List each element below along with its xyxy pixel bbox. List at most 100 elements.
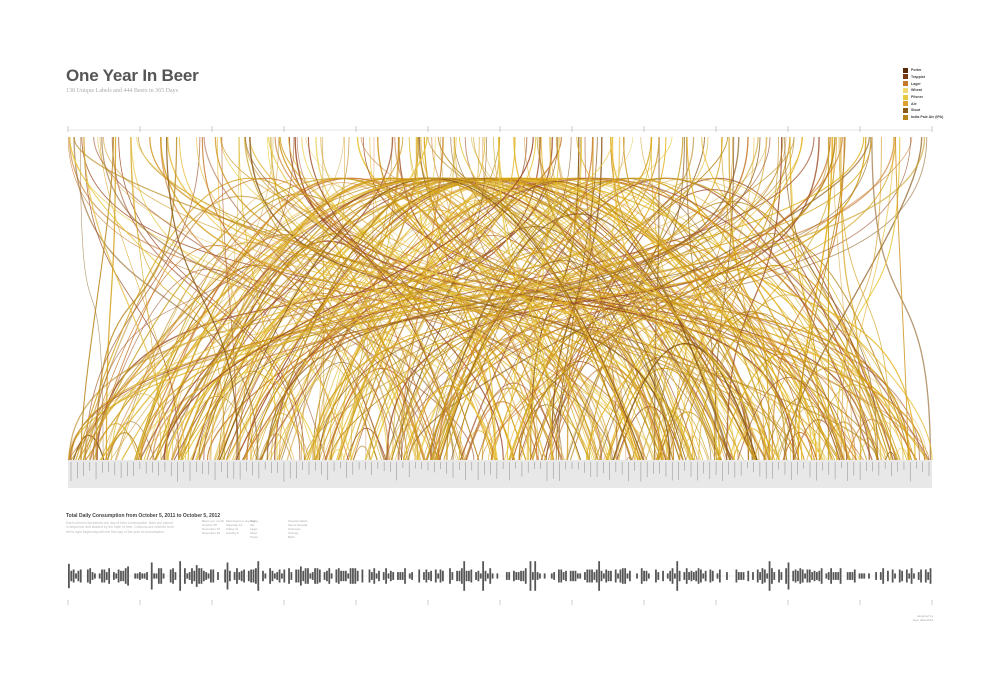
daily-bar (434, 569, 437, 583)
beer-arc (268, 136, 498, 461)
beer-arc (134, 193, 464, 461)
beer-arc (73, 136, 259, 461)
daily-bar (463, 561, 466, 591)
beer-arc (422, 208, 734, 461)
notes-column: Styles Ale Lager Stout Porter (250, 519, 258, 539)
daily-bar (692, 572, 695, 580)
daily-bar (676, 561, 679, 591)
daily-bar (697, 568, 700, 584)
daily-bar (255, 568, 257, 584)
beer-arc (838, 136, 892, 461)
beer-arc (377, 136, 910, 461)
beer-arc (726, 136, 783, 461)
legend-swatch (903, 114, 908, 120)
daily-bar (309, 573, 312, 579)
beer-arc (434, 136, 660, 461)
beer-arc (527, 136, 552, 461)
legend-label: Pilsner (911, 95, 923, 99)
daily-bar (794, 569, 797, 583)
daily-bar (901, 570, 904, 582)
daily-bar (905, 569, 908, 583)
daily-bar (860, 573, 863, 579)
daily-bar (645, 570, 648, 582)
daily-bar (122, 570, 125, 582)
daily-bar (605, 569, 608, 583)
daily-bar (584, 572, 586, 580)
daily-bar (827, 572, 830, 580)
beer-arc (301, 136, 393, 461)
note-line: Chimay (288, 531, 299, 535)
daily-bar (323, 572, 326, 580)
legend-swatch (903, 101, 908, 107)
daily-bar (212, 569, 215, 583)
beer-arc (228, 177, 702, 461)
beer-arc (732, 428, 772, 461)
daily-bar (458, 570, 461, 582)
legend-item: Ale (903, 100, 943, 107)
beer-arc (792, 136, 846, 461)
daily-bar (742, 572, 745, 580)
beer-arc (105, 136, 117, 461)
beer-arc (278, 136, 554, 461)
daily-bar (669, 570, 672, 582)
timeline-top-axis (67, 126, 933, 132)
daily-bar (700, 569, 702, 583)
beer-arc (645, 408, 710, 461)
daily-bar (387, 573, 390, 579)
beer-arc (134, 330, 295, 461)
daily-bar (205, 572, 208, 580)
daily-bar (534, 561, 537, 591)
consumption-chart-title: Total Daily Consumption from October 5, … (66, 513, 221, 519)
beer-arc (784, 136, 879, 461)
daily-bar (105, 572, 108, 580)
beer-arc (218, 136, 350, 461)
daily-bar (202, 570, 205, 582)
daily-bar (588, 569, 591, 583)
beer-arc (89, 136, 457, 461)
beer-arc (840, 136, 882, 461)
beer-arc (476, 178, 901, 461)
daily-bar (188, 572, 191, 580)
beer-arc (631, 233, 913, 461)
daily-bar (763, 569, 766, 583)
beer-arc (518, 136, 836, 461)
beer-arc (77, 195, 405, 461)
daily-bar (127, 566, 129, 586)
beer-arc (508, 178, 908, 461)
beer-arc (70, 136, 873, 461)
daily-bar (153, 573, 155, 579)
daily-bar (522, 570, 525, 582)
daily-bar (269, 568, 271, 584)
legend-item: India Pale Ale (IPA) (903, 114, 943, 121)
beer-arc (454, 136, 668, 461)
beer-arc (386, 136, 820, 461)
legend-label: Stout (911, 108, 921, 113)
beer-arc (111, 136, 301, 461)
daily-bar (688, 572, 690, 580)
credit-line: designed by (917, 614, 934, 618)
notes-column: Favorite labels Sierra Nevada Guinness C… (288, 519, 308, 539)
daily-bar (678, 570, 681, 582)
daily-bar (238, 572, 241, 580)
legend-swatch (903, 94, 908, 100)
beer-arc (130, 136, 162, 461)
daily-bar (600, 570, 603, 582)
daily-bar (370, 572, 373, 580)
beer-arc (107, 136, 344, 461)
beer-arc (163, 136, 534, 461)
daily-bar (839, 568, 842, 584)
beer-arc (526, 136, 621, 461)
daily-bar (108, 568, 111, 584)
beer-arc (835, 136, 901, 461)
beer-arc (819, 421, 868, 461)
daily-bar (806, 569, 809, 583)
daily-bar (818, 570, 821, 582)
daily-bar (832, 572, 835, 580)
note-line: Stout (250, 531, 258, 535)
daily-bar (408, 573, 411, 579)
beer-arc (164, 136, 394, 461)
beer-arc (407, 136, 870, 461)
daily-bar (792, 570, 795, 582)
daily-bar (553, 572, 556, 580)
daily-bar (595, 569, 598, 583)
